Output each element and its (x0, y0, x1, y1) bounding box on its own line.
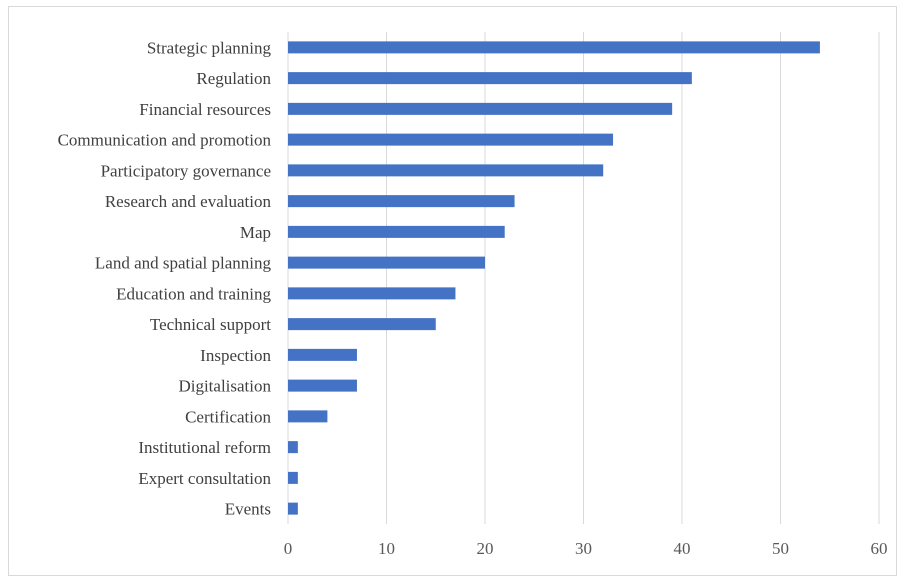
x-tick-label: 20 (477, 539, 494, 558)
bar (288, 102, 673, 115)
category-label: Research and evaluation (105, 192, 272, 211)
category-label: Inspection (200, 346, 271, 365)
bars (288, 41, 820, 515)
category-label: Education and training (116, 284, 271, 303)
bar (288, 502, 298, 515)
category-label: Digitalisation (178, 377, 271, 396)
x-axis-tick-labels: 0 10 20 30 40 50 60 (284, 539, 888, 558)
category-label: Technical support (150, 315, 271, 334)
category-label: Regulation (196, 69, 271, 88)
bar (288, 256, 485, 269)
bar (288, 164, 604, 177)
x-tick-label: 40 (674, 539, 691, 558)
category-label: Certification (185, 407, 271, 426)
category-label: Institutional reform (138, 438, 271, 457)
bar (288, 225, 505, 238)
bar (288, 195, 515, 208)
bar (288, 133, 614, 146)
category-label: Financial resources (139, 100, 271, 119)
bar (288, 41, 820, 54)
category-label: Expert consultation (138, 469, 271, 488)
category-label: Events (225, 500, 271, 519)
bar (288, 379, 357, 392)
bar (288, 441, 298, 454)
x-tick-label: 30 (575, 539, 592, 558)
bar (288, 72, 692, 85)
x-tick-label: 0 (284, 539, 293, 558)
x-tick-label: 10 (378, 539, 395, 558)
bar (288, 410, 328, 423)
category-label: Participatory governance (101, 161, 271, 180)
category-label: Communication and promotion (58, 131, 272, 150)
category-label: Land and spatial planning (95, 254, 272, 273)
category-labels: Strategic planning Regulation Financial re… (58, 38, 272, 518)
category-label: Strategic planning (147, 38, 272, 57)
x-tick-label: 60 (871, 539, 888, 558)
x-tick-label: 50 (772, 539, 789, 558)
bar (288, 471, 298, 484)
category-label: Map (240, 223, 271, 242)
bar (288, 287, 456, 300)
bar (288, 348, 357, 361)
bar (288, 318, 436, 331)
